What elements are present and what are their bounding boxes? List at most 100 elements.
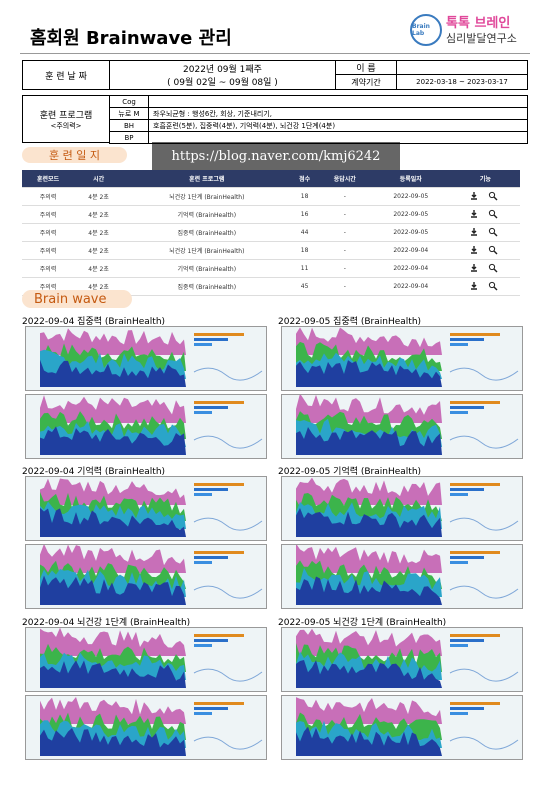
spectrum-layer	[40, 359, 186, 387]
log-header: 훈련모드 시간 훈련 프로그램 점수 응답시간 등록일자 기능	[22, 170, 520, 188]
column-header: 훈련모드	[22, 170, 75, 188]
search-handle	[493, 214, 498, 218]
trend-line	[449, 435, 519, 449]
panel-caption: 2022-09-04 기억력 (BrainHealth)	[22, 467, 166, 477]
download-icon[interactable]	[471, 209, 478, 218]
spectrum-layer	[296, 543, 442, 573]
log-cell: 18	[290, 241, 319, 260]
log-row: 주의력 4분 2초 집중력 (BrainHealth) 44-2022-09-05	[22, 223, 520, 242]
column-header: 시간	[74, 170, 124, 188]
spectrum-layer	[296, 659, 442, 688]
search-handle	[493, 286, 498, 290]
search-icon[interactable]	[489, 245, 496, 252]
trend-line	[193, 736, 263, 750]
brainwave-image	[25, 627, 267, 692]
band-bar	[450, 401, 500, 404]
brainwave-image	[281, 393, 523, 459]
function-cell	[450, 241, 520, 260]
rule	[20, 53, 530, 54]
download-icon[interactable]	[471, 245, 478, 254]
log-cell: 뇌건강 1단계 (BrainHealth)	[123, 241, 291, 260]
name-label: 이 름	[335, 60, 397, 75]
search-icon[interactable]	[489, 263, 496, 270]
search-icon[interactable]	[489, 209, 496, 216]
function-icons[interactable]	[470, 227, 500, 237]
brainwave-image	[281, 695, 523, 760]
band-bar	[194, 483, 244, 486]
band-bar	[194, 561, 212, 564]
function-cell	[450, 259, 520, 278]
download-icon[interactable]	[471, 227, 478, 236]
log-cell: 주의력	[22, 259, 75, 278]
log-cell: 주의력	[22, 223, 75, 242]
band-bar	[450, 644, 468, 647]
contract-value: 2022-03-18 ~ 2023-03-17	[396, 74, 528, 90]
spectrogram	[40, 697, 263, 756]
search-handle	[493, 196, 498, 200]
band-bar	[450, 712, 468, 715]
trend-line	[449, 367, 519, 381]
search-handle	[493, 268, 498, 272]
spectrum-layer	[40, 478, 186, 505]
log-cell: -	[318, 259, 371, 278]
log-row: 주의력 4분 2초 뇌건강 1단계 (BrainHealth) 18-2022-09-…	[22, 241, 520, 260]
spectrogram	[40, 395, 263, 455]
trend-line	[193, 435, 263, 449]
log-cell: 집중력 (BrainHealth)	[123, 223, 291, 242]
band-bar	[194, 333, 244, 336]
function-icons[interactable]	[470, 191, 500, 201]
function-cell	[450, 277, 520, 296]
spectrogram	[40, 543, 263, 605]
download-icon[interactable]	[471, 191, 478, 200]
spectrogram	[296, 477, 519, 537]
band-bar	[194, 644, 212, 647]
band-bar	[450, 343, 468, 346]
band-bar	[194, 556, 228, 559]
band-bar	[194, 493, 212, 496]
brainwave-image	[25, 543, 267, 609]
function-icons[interactable]	[470, 263, 500, 273]
download-icon[interactable]	[471, 281, 478, 290]
spectrum-layer	[296, 697, 442, 724]
spectrogram	[40, 328, 263, 387]
brainwave-image	[281, 476, 523, 541]
function-icons[interactable]	[470, 281, 500, 291]
download-icon[interactable]	[471, 263, 478, 272]
search-icon[interactable]	[489, 191, 496, 198]
spectrum-layer	[40, 395, 186, 423]
spectrum-layer	[40, 697, 186, 724]
column-header: 응답시간	[318, 170, 371, 188]
trend-line	[449, 585, 519, 599]
spectrum-layer	[40, 660, 186, 688]
watermark: https://blog.naver.com/kmj6242	[152, 142, 400, 170]
spectrum-layer	[296, 576, 442, 605]
trend-line	[449, 668, 519, 682]
brainwave-image	[281, 627, 523, 692]
spectrogram	[296, 543, 519, 605]
panel-caption: 2022-09-05 집중력 (BrainHealth)	[278, 317, 422, 327]
spectrogram	[40, 627, 263, 688]
brainwave-image	[281, 326, 523, 391]
program-code: BP	[109, 131, 149, 144]
program-detail	[148, 131, 528, 144]
search-icon[interactable]	[489, 227, 496, 234]
trend-line	[449, 736, 519, 750]
log-cell: 16	[290, 205, 319, 224]
band-bar	[450, 333, 500, 336]
date-cell: 2022년 09월 1째주 ( 09월 02일 ~ 09월 08일 )	[109, 60, 336, 90]
spectrum-layer	[40, 543, 186, 573]
log-cell: 4분 2초	[74, 223, 124, 242]
function-icons[interactable]	[470, 209, 500, 219]
program-label-cell: 훈련 프로그램 <주의력>	[22, 95, 110, 143]
band-bar	[194, 634, 244, 637]
search-icon[interactable]	[489, 281, 496, 288]
log-cell: 11	[290, 259, 319, 278]
log-row: 주의력 4분 2초 뇌건강 1단계 (BrainHealth) 18-2022-09-…	[22, 187, 520, 206]
brainwave-image	[25, 695, 267, 760]
column-header: 등록일자	[370, 170, 451, 188]
log-cell: -	[318, 187, 371, 206]
function-icons[interactable]	[470, 245, 500, 255]
spectrum-layer	[40, 575, 186, 605]
contract-label: 계약기간	[335, 74, 397, 90]
spectrum-layer	[296, 360, 442, 387]
